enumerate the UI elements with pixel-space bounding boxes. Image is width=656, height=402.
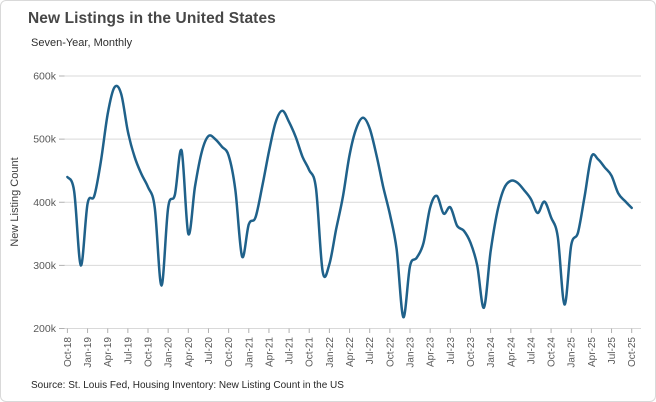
x-tick-label: Jul-23 xyxy=(446,337,457,365)
x-tick-label: Jul-22 xyxy=(365,337,376,365)
x-tick-label: Oct-20 xyxy=(224,337,235,367)
chart-title: New Listings in the United States xyxy=(28,10,276,27)
y-axis-title: New Listing Count xyxy=(9,157,21,246)
x-tick-label: Jan-22 xyxy=(325,337,336,368)
x-tick-label: Jan-20 xyxy=(164,337,175,368)
x-tick-label: Oct-22 xyxy=(385,337,396,367)
x-tick-label: Jan-21 xyxy=(244,337,255,368)
y-tick-label: 500k xyxy=(33,134,57,146)
x-tick-label: Apr-20 xyxy=(184,337,195,367)
gridlines xyxy=(64,75,641,329)
source-note: Source: St. Louis Fed, Housing Inventory… xyxy=(31,380,344,391)
x-tick-label: Jan-25 xyxy=(567,337,578,368)
x-tick-label: Oct-25 xyxy=(627,337,638,367)
data-line xyxy=(66,84,633,319)
x-tick-label: Oct-19 xyxy=(144,337,155,367)
chart-subtitle: Seven-Year, Monthly xyxy=(31,37,133,49)
y-tick-label: 300k xyxy=(33,260,57,272)
x-tick-label: Oct-21 xyxy=(305,337,316,367)
x-tick-label: Apr-24 xyxy=(506,337,517,367)
x-tick-label: Apr-25 xyxy=(587,337,598,367)
x-tick-label: Oct-23 xyxy=(466,337,477,367)
x-axis-ticks: Oct-18 Jan-19 Apr-19 Jul-19 Oct-19 Jan-20 Apr-… xyxy=(63,328,638,368)
x-tick-label: Jan-23 xyxy=(406,337,417,368)
x-tick-label: Apr-23 xyxy=(426,337,437,367)
x-tick-label: Oct-24 xyxy=(547,337,558,367)
y-tick-label: 200k xyxy=(33,323,57,335)
x-tick-label: Jan-19 xyxy=(83,337,94,368)
x-tick-label: Apr-22 xyxy=(345,337,356,367)
x-tick-label: Jul-25 xyxy=(607,337,618,365)
x-tick-label: Jul-24 xyxy=(526,337,537,365)
y-tick-label: 600k xyxy=(33,71,57,83)
y-tick-label: 400k xyxy=(33,197,57,209)
x-tick-label: Jul-21 xyxy=(285,337,296,365)
x-tick-label: Jul-20 xyxy=(204,337,215,365)
x-tick-label: Oct-18 xyxy=(63,337,74,367)
y-axis-ticks: 200k 300k 400k 500k 600k xyxy=(33,71,65,335)
x-tick-label: Jul-19 xyxy=(123,337,134,365)
x-tick-label: Apr-21 xyxy=(264,337,275,367)
x-tick-label: Apr-19 xyxy=(103,337,114,367)
x-tick-label: Jan-24 xyxy=(486,337,497,368)
